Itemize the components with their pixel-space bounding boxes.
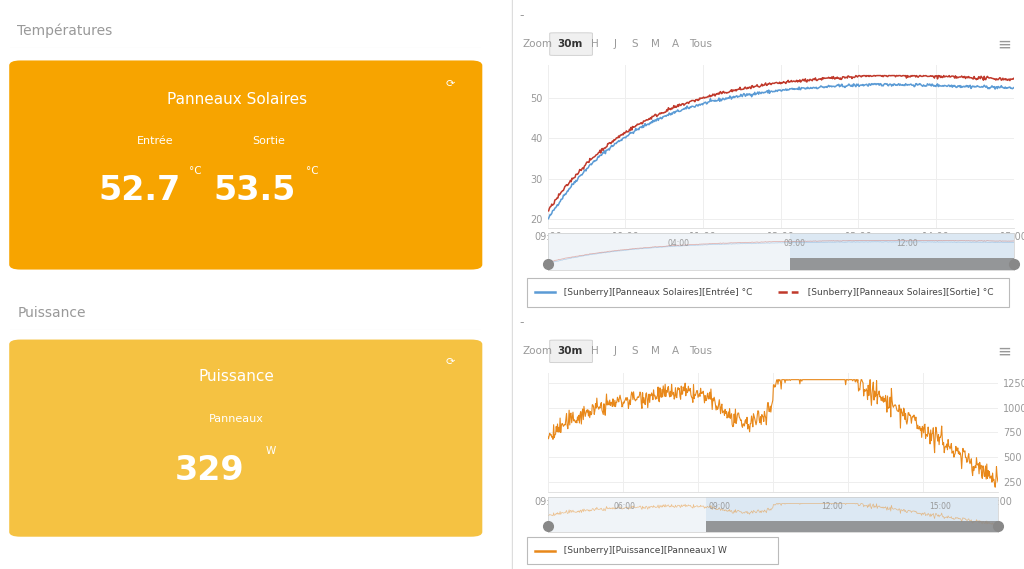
Bar [706, 497, 998, 532]
Text: Panneaux Solaires: Panneaux Solaires [167, 92, 307, 107]
Text: Tous: Tous [689, 39, 712, 49]
Text: 53.5: 53.5 [214, 175, 296, 207]
Text: Sortie: Sortie [252, 136, 285, 146]
Text: -: - [519, 9, 524, 22]
Text: [Sunberry][Panneaux Solaires][Entrée] °C: [Sunberry][Panneaux Solaires][Entrée] °C [558, 288, 753, 297]
Text: 15:00: 15:00 [929, 502, 950, 511]
Text: 52.7: 52.7 [98, 175, 181, 207]
Text: 06:00: 06:00 [613, 502, 636, 511]
Text: W: W [266, 446, 276, 456]
Text: 329: 329 [175, 453, 245, 486]
Text: 30m: 30m [557, 347, 583, 356]
Text: Puissance: Puissance [17, 306, 86, 320]
Text: Zoom: Zoom [522, 347, 552, 356]
Text: H: H [591, 347, 599, 356]
Text: 09:00: 09:00 [783, 239, 806, 248]
Text: M: M [650, 347, 659, 356]
Text: Tous: Tous [689, 347, 712, 356]
Text: Panneaux: Panneaux [209, 414, 264, 424]
Text: A: A [672, 347, 679, 356]
Text: 09:00: 09:00 [708, 502, 730, 511]
Bar [791, 233, 1014, 270]
FancyBboxPatch shape [527, 278, 1009, 307]
Bar [791, 258, 1014, 270]
Text: °C: °C [189, 166, 202, 176]
Text: [Sunberry][Puissance][Panneaux] W: [Sunberry][Puissance][Panneaux] W [558, 546, 727, 555]
Bar [706, 521, 998, 532]
Text: 12:00: 12:00 [896, 239, 918, 248]
Text: J: J [613, 347, 616, 356]
FancyBboxPatch shape [9, 60, 482, 270]
Text: ≡: ≡ [997, 343, 1012, 360]
Text: Puissance: Puissance [199, 369, 274, 384]
Text: ≡: ≡ [997, 35, 1012, 53]
Text: S: S [632, 39, 638, 49]
FancyBboxPatch shape [550, 33, 592, 55]
Text: M: M [650, 39, 659, 49]
Text: 30m: 30m [557, 39, 583, 49]
Text: 04:00: 04:00 [668, 239, 689, 248]
FancyBboxPatch shape [527, 537, 778, 564]
Text: J: J [613, 39, 616, 49]
Text: H: H [591, 39, 599, 49]
FancyBboxPatch shape [550, 340, 592, 362]
Text: Entrée: Entrée [137, 136, 174, 146]
Text: ⟳: ⟳ [445, 80, 456, 89]
Text: -: - [519, 316, 524, 329]
Text: °C: °C [306, 166, 318, 176]
Text: ⟳: ⟳ [445, 357, 456, 368]
Text: Zoom: Zoom [522, 39, 552, 49]
FancyBboxPatch shape [9, 340, 482, 537]
Text: [Sunberry][Panneaux Solaires][Sortie] °C: [Sunberry][Panneaux Solaires][Sortie] °C [802, 288, 993, 297]
Text: S: S [632, 347, 638, 356]
Text: A: A [672, 39, 679, 49]
Text: 12:00: 12:00 [821, 502, 843, 511]
Text: Températures: Températures [17, 24, 113, 38]
